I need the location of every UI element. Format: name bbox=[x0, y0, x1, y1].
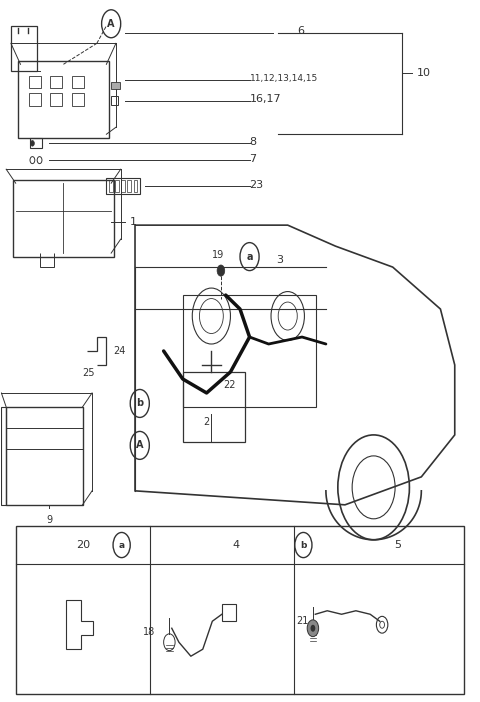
Text: 8: 8 bbox=[250, 137, 257, 147]
Bar bbox=[111, 82, 120, 88]
Circle shape bbox=[31, 140, 34, 146]
Text: 1: 1 bbox=[130, 217, 137, 227]
Text: a: a bbox=[246, 251, 253, 262]
Text: b: b bbox=[136, 399, 144, 409]
Text: 4: 4 bbox=[233, 540, 240, 550]
Text: 10: 10 bbox=[417, 67, 431, 78]
Text: 7: 7 bbox=[250, 154, 257, 164]
Bar bbox=[1, 407, 6, 505]
Bar bbox=[11, 26, 37, 72]
Bar bbox=[109, 180, 113, 192]
Bar bbox=[127, 180, 131, 192]
Bar bbox=[30, 138, 42, 148]
Circle shape bbox=[307, 620, 319, 637]
Text: 24: 24 bbox=[114, 346, 126, 356]
Text: A: A bbox=[136, 440, 144, 451]
Bar bbox=[115, 180, 119, 192]
Bar bbox=[183, 372, 245, 442]
Text: 23: 23 bbox=[250, 180, 264, 190]
Bar bbox=[111, 95, 118, 105]
Text: 2: 2 bbox=[204, 418, 210, 428]
Text: 22: 22 bbox=[223, 380, 236, 390]
Bar bbox=[107, 178, 140, 194]
Bar bbox=[222, 604, 236, 621]
Text: 18: 18 bbox=[143, 627, 155, 637]
Text: 11,12,13,14,15: 11,12,13,14,15 bbox=[250, 74, 318, 83]
Bar bbox=[16, 526, 464, 694]
Text: 19: 19 bbox=[212, 250, 225, 260]
Text: a: a bbox=[119, 541, 125, 550]
Text: 21: 21 bbox=[296, 616, 308, 626]
Bar bbox=[133, 180, 137, 192]
Text: 25: 25 bbox=[83, 369, 95, 378]
Text: 16,17: 16,17 bbox=[250, 94, 281, 105]
Text: 3: 3 bbox=[276, 255, 283, 265]
Text: 5: 5 bbox=[395, 540, 402, 550]
Circle shape bbox=[311, 625, 315, 632]
Text: A: A bbox=[108, 19, 115, 29]
Circle shape bbox=[217, 265, 225, 276]
Text: 6: 6 bbox=[297, 27, 304, 37]
Bar bbox=[121, 180, 125, 192]
Text: 9: 9 bbox=[46, 515, 52, 525]
Text: b: b bbox=[300, 541, 307, 550]
Text: 20: 20 bbox=[76, 540, 90, 550]
Bar bbox=[6, 407, 83, 505]
